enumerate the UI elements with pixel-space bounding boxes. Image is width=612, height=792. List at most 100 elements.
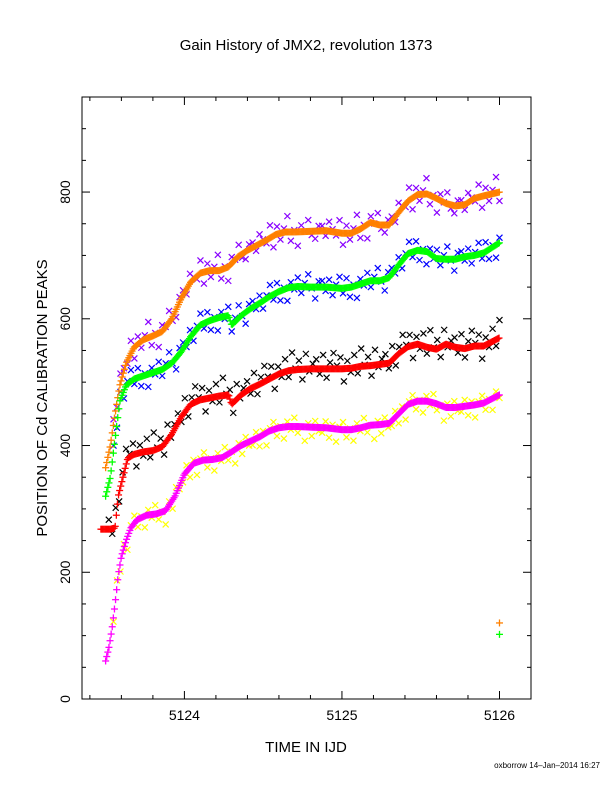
- x-marker: [273, 279, 281, 287]
- x-marker: [283, 212, 291, 220]
- x-tick-label: 5125: [326, 707, 357, 723]
- plus-marker: [113, 586, 121, 594]
- x-marker: [267, 363, 275, 371]
- plus-marker: [109, 421, 117, 429]
- x-marker: [399, 331, 407, 339]
- plus-marker: [121, 464, 129, 472]
- x-marker: [276, 236, 284, 244]
- plus-marker: [225, 314, 233, 322]
- x-marker: [297, 221, 305, 229]
- plus-marker: [103, 653, 111, 661]
- y-tick-label: 800: [57, 180, 73, 204]
- x-marker: [155, 343, 163, 351]
- x-marker: [162, 521, 170, 528]
- plus-marker: [113, 500, 121, 508]
- plus-marker: [107, 630, 115, 638]
- x-marker: [276, 297, 284, 304]
- plus-marker: [108, 458, 116, 466]
- x-marker: [260, 362, 268, 370]
- x-marker: [250, 369, 258, 377]
- x-marker: [127, 337, 135, 345]
- plus-marker: [112, 596, 120, 604]
- x-marker: [266, 281, 274, 289]
- x-marker: [212, 380, 220, 388]
- x-marker: [475, 331, 483, 339]
- plus-marker: [105, 448, 113, 456]
- chart-title: Gain History of JMX2, revolution 1373: [180, 37, 433, 54]
- plus-marker: [120, 542, 128, 550]
- x-marker: [256, 442, 263, 450]
- x-marker: [381, 229, 389, 237]
- plus-marker: [118, 373, 126, 381]
- x-marker: [485, 255, 493, 263]
- plus-marker: [106, 637, 114, 645]
- x-marker: [339, 418, 347, 426]
- plus-marker: [113, 400, 121, 408]
- x-marker: [219, 374, 227, 382]
- x-marker: [343, 274, 350, 282]
- x-marker: [443, 243, 451, 250]
- axis-ticks: [82, 96, 532, 700]
- x-marker: [165, 307, 173, 315]
- x-marker: [343, 357, 351, 365]
- x-marker: [363, 269, 371, 277]
- x-marker: [412, 405, 420, 413]
- plus-marker: [495, 239, 503, 247]
- x-marker: [326, 359, 334, 366]
- plus-marker: [115, 405, 123, 413]
- x-marker: [360, 414, 368, 422]
- y-tick-label: 400: [57, 434, 73, 458]
- x-marker: [122, 445, 130, 453]
- plus-marker: [224, 391, 232, 399]
- x-marker: [440, 326, 448, 334]
- plus-marker: [495, 630, 503, 638]
- x-marker: [367, 212, 375, 220]
- plus-marker: [495, 188, 503, 196]
- x-marker: [447, 412, 455, 420]
- plus-marker: [226, 395, 234, 403]
- x-marker: [475, 181, 483, 188]
- x-marker: [482, 184, 490, 192]
- plus-marker: [225, 392, 233, 400]
- x-marker: [353, 211, 361, 219]
- plus-marker: [115, 387, 123, 395]
- x-marker: [181, 394, 189, 402]
- plus-marker: [495, 334, 503, 342]
- x-marker: [419, 330, 427, 337]
- x-marker: [325, 276, 333, 284]
- x-marker: [395, 419, 403, 427]
- x-marker: [172, 365, 180, 373]
- plus-marker: [113, 423, 121, 431]
- plus-marker: [103, 488, 111, 496]
- plus-marker: [111, 522, 119, 530]
- plus-marker: [118, 550, 126, 558]
- x-marker: [426, 326, 434, 334]
- plus-marker: [102, 657, 110, 665]
- plus-marker: [104, 483, 112, 491]
- x-marker: [457, 247, 465, 255]
- plus-marker: [107, 467, 115, 475]
- plus-marker: [116, 381, 124, 389]
- x-tick-label: 5126: [484, 707, 515, 723]
- plot-frame: [81, 96, 532, 700]
- plus-marker: [117, 554, 125, 562]
- y-tick-label: 200: [57, 560, 73, 584]
- x-marker: [323, 374, 331, 382]
- x-marker: [436, 261, 444, 269]
- plus-marker: [120, 469, 128, 477]
- plus-marker: [112, 431, 120, 439]
- plus-marker: [121, 361, 129, 369]
- x-marker: [437, 353, 445, 361]
- x-marker: [412, 237, 420, 245]
- x-marker: [217, 275, 225, 283]
- x-marker: [370, 435, 378, 443]
- x-marker: [433, 209, 441, 216]
- x-marker: [350, 437, 357, 445]
- x-marker: [312, 355, 320, 363]
- x-marker: [353, 294, 361, 302]
- x-marker: [332, 438, 340, 446]
- x-marker: [188, 394, 196, 401]
- x-marker: [155, 515, 163, 523]
- x-marker: [450, 209, 458, 217]
